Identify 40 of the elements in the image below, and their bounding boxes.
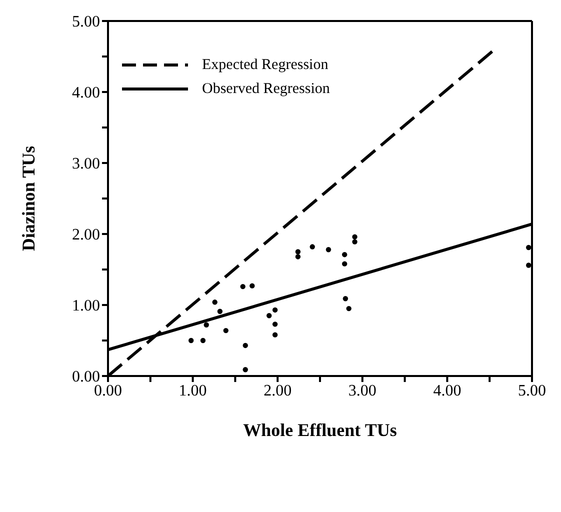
point xyxy=(200,338,206,344)
point xyxy=(295,254,301,260)
point xyxy=(342,252,348,258)
point xyxy=(310,244,315,250)
y-tick-label: 1.00 xyxy=(72,298,100,315)
point xyxy=(242,342,248,348)
point xyxy=(326,247,332,252)
point xyxy=(204,322,209,328)
x-tick-label: 1.00 xyxy=(178,382,207,400)
point xyxy=(240,284,246,290)
point xyxy=(342,296,348,302)
legend-label: Observed Regression xyxy=(202,80,330,98)
point xyxy=(272,307,278,313)
y-tick-label: 3.00 xyxy=(72,156,100,173)
point xyxy=(526,262,532,268)
legend-label: Expected Regression xyxy=(202,56,328,74)
point xyxy=(352,234,358,240)
x-tick-label: 5.00 xyxy=(518,382,546,400)
y-tick-label: 5.00 xyxy=(72,14,100,31)
y-tick-label: 2.00 xyxy=(72,226,100,244)
point xyxy=(250,283,255,288)
point xyxy=(212,300,218,305)
y-axis-title: Diazinon TUs xyxy=(18,146,38,252)
point xyxy=(346,306,352,312)
point xyxy=(272,332,278,338)
point xyxy=(342,261,348,266)
x-tick-label: 4.00 xyxy=(433,382,462,400)
point xyxy=(272,322,278,327)
point xyxy=(526,244,532,250)
point xyxy=(266,313,272,318)
point xyxy=(188,338,194,344)
x-tick-label: 2.00 xyxy=(264,382,292,400)
x-axis-title: Whole Effluent TUs xyxy=(243,420,397,440)
point xyxy=(217,308,223,314)
point xyxy=(352,239,358,244)
x-tick-label: 3.00 xyxy=(348,382,376,400)
point xyxy=(223,328,228,334)
point xyxy=(242,367,248,372)
point xyxy=(295,249,301,254)
y-tick-label: 4.00 xyxy=(72,84,100,102)
